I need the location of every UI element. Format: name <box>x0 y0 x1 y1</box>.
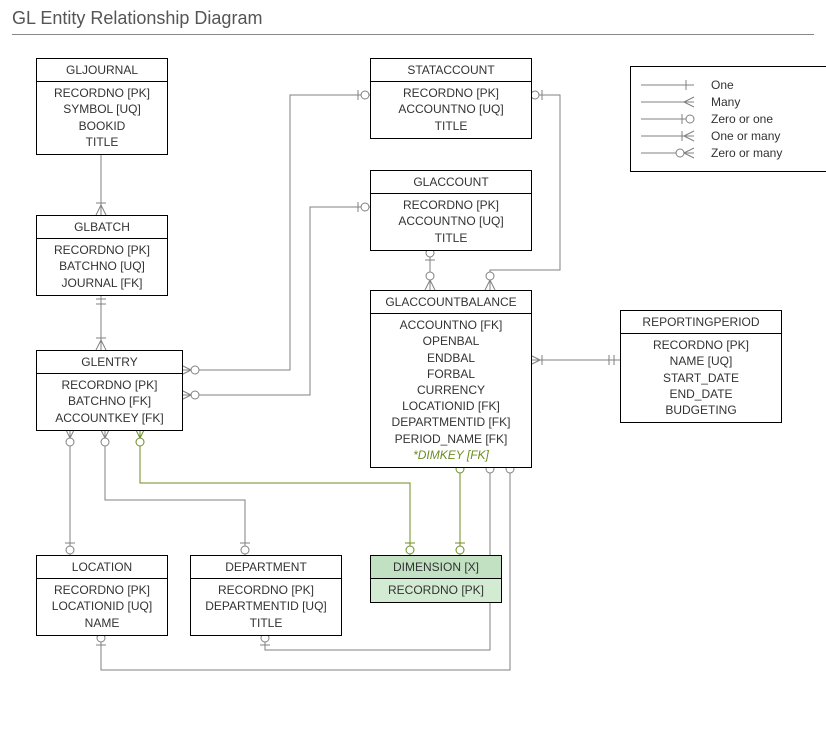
entity-field: ACCOUNTNO [UQ] <box>377 101 525 117</box>
entity-body: RECORDNO [PK]BATCHNO [FK]ACCOUNTKEY [FK] <box>37 374 182 430</box>
legend-label: Zero or many <box>711 146 782 160</box>
entity-field: RECORDNO [PK] <box>43 242 161 258</box>
entity-field: RECORDNO [PK] <box>377 197 525 213</box>
entity-field: DEPARTMENTID [UQ] <box>197 598 335 614</box>
legend-box: One Many Zero or one One or many Zero or… <box>630 66 826 172</box>
legend-label: Many <box>711 95 740 109</box>
entity-field: TITLE <box>377 118 525 134</box>
entity-glentry: GLENTRYRECORDNO [PK]BATCHNO [FK]ACCOUNTK… <box>36 350 183 431</box>
entity-field: START_DATE <box>627 370 775 386</box>
entity-field: PERIOD_NAME [FK] <box>377 431 525 447</box>
entity-glbatch: GLBATCHRECORDNO [PK]BATCHNO [UQ]JOURNAL … <box>36 215 168 296</box>
entity-header: GLACCOUNT <box>371 171 531 194</box>
entity-header: GLBATCH <box>37 216 167 239</box>
entity-body: RECORDNO [PK]NAME [UQ]START_DATEEND_DATE… <box>621 334 781 422</box>
entity-field: RECORDNO [PK] <box>627 337 775 353</box>
entity-field: END_DATE <box>627 386 775 402</box>
entity-field: NAME <box>43 615 161 631</box>
entity-body: RECORDNO [PK]ACCOUNTNO [UQ]TITLE <box>371 194 531 250</box>
entity-glab: GLACCOUNTBALANCEACCOUNTNO [FK]OPENBALEND… <box>370 290 532 468</box>
entity-header: LOCATION <box>37 556 167 579</box>
entity-field: NAME [UQ] <box>627 353 775 369</box>
entity-reporting: REPORTINGPERIODRECORDNO [PK]NAME [UQ]STA… <box>620 310 782 423</box>
entity-field: RECORDNO [PK] <box>377 85 525 101</box>
entity-field: JOURNAL [FK] <box>43 275 161 291</box>
entity-field-italic: *DIMKEY [FK] <box>377 447 525 463</box>
entity-glaccount: GLACCOUNTRECORDNO [PK]ACCOUNTNO [UQ]TITL… <box>370 170 532 251</box>
entity-header: GLJOURNAL <box>37 59 167 82</box>
entity-field: RECORDNO [PK] <box>377 582 495 598</box>
entity-body: RECORDNO [PK]ACCOUNTNO [UQ]TITLE <box>371 82 531 138</box>
entity-body: RECORDNO [PK]LOCATIONID [UQ]NAME <box>37 579 167 635</box>
legend-label: One or many <box>711 129 780 143</box>
entity-field: BATCHNO [UQ] <box>43 258 161 274</box>
entity-field: TITLE <box>197 615 335 631</box>
entity-header: STATACCOUNT <box>371 59 531 82</box>
entity-body: ACCOUNTNO [FK]OPENBALENDBALFORBALCURRENC… <box>371 314 531 467</box>
entity-header: REPORTINGPERIOD <box>621 311 781 334</box>
entity-location: LOCATIONRECORDNO [PK]LOCATIONID [UQ]NAME <box>36 555 168 636</box>
entity-field: SYMBOL [UQ] <box>43 101 161 117</box>
entity-stataccount: STATACCOUNTRECORDNO [PK]ACCOUNTNO [UQ]TI… <box>370 58 532 139</box>
legend-label: Zero or one <box>711 112 773 126</box>
entity-header: GLACCOUNTBALANCE <box>371 291 531 314</box>
entity-field: LOCATIONID [UQ] <box>43 598 161 614</box>
entity-department: DEPARTMENTRECORDNO [PK]DEPARTMENTID [UQ]… <box>190 555 342 636</box>
entity-field: ACCOUNTNO [UQ] <box>377 213 525 229</box>
legend-label: One <box>711 78 734 92</box>
entity-field: ACCOUNTNO [FK] <box>377 317 525 333</box>
entity-field: DEPARTMENTID [FK] <box>377 414 525 430</box>
title-rule <box>12 34 814 35</box>
legend-row: Many <box>639 95 819 109</box>
entity-header: GLENTRY <box>37 351 182 374</box>
entity-gljournal: GLJOURNALRECORDNO [PK]SYMBOL [UQ]BOOKIDT… <box>36 58 168 155</box>
entity-field: RECORDNO [PK] <box>43 582 161 598</box>
entity-field: CURRENCY <box>377 382 525 398</box>
entity-field: RECORDNO [PK] <box>43 377 176 393</box>
page-title: GL Entity Relationship Diagram <box>12 8 262 29</box>
entity-field: BUDGETING <box>627 402 775 418</box>
entity-field: ACCOUNTKEY [FK] <box>43 410 176 426</box>
entity-header: DIMENSION [X] <box>371 556 501 579</box>
legend-row: Zero or many <box>639 146 819 160</box>
entity-field: RECORDNO [PK] <box>197 582 335 598</box>
entity-body: RECORDNO [PK]BATCHNO [UQ]JOURNAL [FK] <box>37 239 167 295</box>
entity-field: BATCHNO [FK] <box>43 393 176 409</box>
legend-row: One <box>639 78 819 92</box>
entity-body: RECORDNO [PK] <box>371 579 501 602</box>
legend-row: Zero or one <box>639 112 819 126</box>
entity-dimension: DIMENSION [X] RECORDNO [PK] <box>370 555 502 603</box>
entity-body: RECORDNO [PK]SYMBOL [UQ]BOOKIDTITLE <box>37 82 167 154</box>
entity-header: DEPARTMENT <box>191 556 341 579</box>
entity-body: RECORDNO [PK]DEPARTMENTID [UQ]TITLE <box>191 579 341 635</box>
entity-field: FORBAL <box>377 366 525 382</box>
entity-field: OPENBAL <box>377 333 525 349</box>
entity-field: TITLE <box>377 230 525 246</box>
entity-field: TITLE <box>43 134 161 150</box>
entity-field: RECORDNO [PK] <box>43 85 161 101</box>
legend-row: One or many <box>639 129 819 143</box>
entity-field: LOCATIONID [FK] <box>377 398 525 414</box>
entity-field: ENDBAL <box>377 350 525 366</box>
entity-field: BOOKID <box>43 118 161 134</box>
